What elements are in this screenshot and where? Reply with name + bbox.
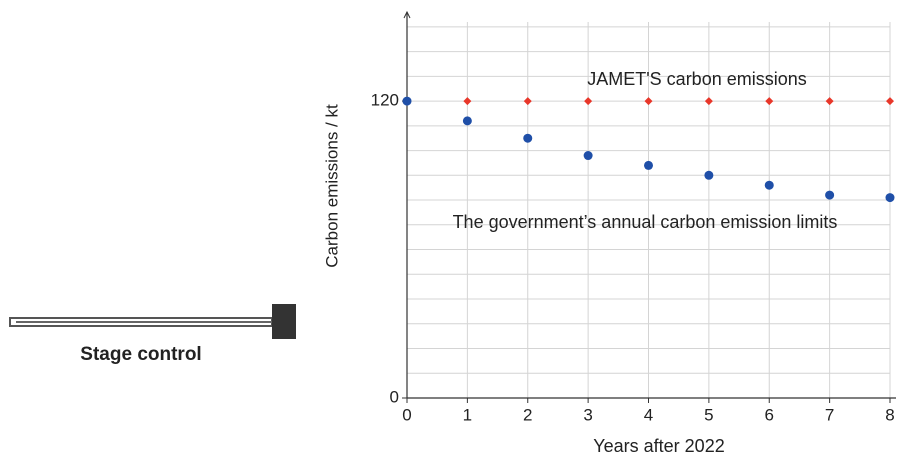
point [704,171,713,180]
annotation: JAMET'S carbon emissions [587,69,807,89]
page: {"chart_data": {"type": "scatter", "x_la… [0,0,907,460]
x-tick-label: 1 [463,405,472,424]
y-tick-label: 0 [390,387,399,406]
point [826,97,834,105]
x-tick-label: 8 [885,405,894,424]
point [463,116,472,125]
y-tick-label: 120 [371,91,399,110]
point [886,193,895,202]
x-tick-label: 7 [825,405,834,424]
y-axis-label: Carbon emissions / kt [322,104,341,268]
point [765,97,773,105]
point [825,191,834,200]
x-axis-label: Years after 2022 [593,436,724,456]
annotation: The government’s annual carbon emission … [453,212,838,232]
x-tick-label: 3 [583,405,592,424]
point [886,97,894,105]
point [645,97,653,105]
point [584,151,593,160]
point [524,97,532,105]
slider[interactable] [10,304,296,339]
point [463,97,471,105]
point [705,97,713,105]
point [403,97,412,106]
x-tick-label: 2 [523,405,532,424]
point [584,97,592,105]
point [765,181,774,190]
x-tick-label: 5 [704,405,713,424]
x-tick-label: 4 [644,405,653,424]
point [523,134,532,143]
x-tick-label: 6 [765,405,774,424]
screen: Stage control Years after 2022 Carbon em… [0,0,907,460]
point [644,161,653,170]
slider-label: Stage control [80,344,201,365]
slider-fill [16,321,272,323]
slider-handle[interactable] [272,304,296,339]
x-tick-label: 0 [402,405,411,424]
